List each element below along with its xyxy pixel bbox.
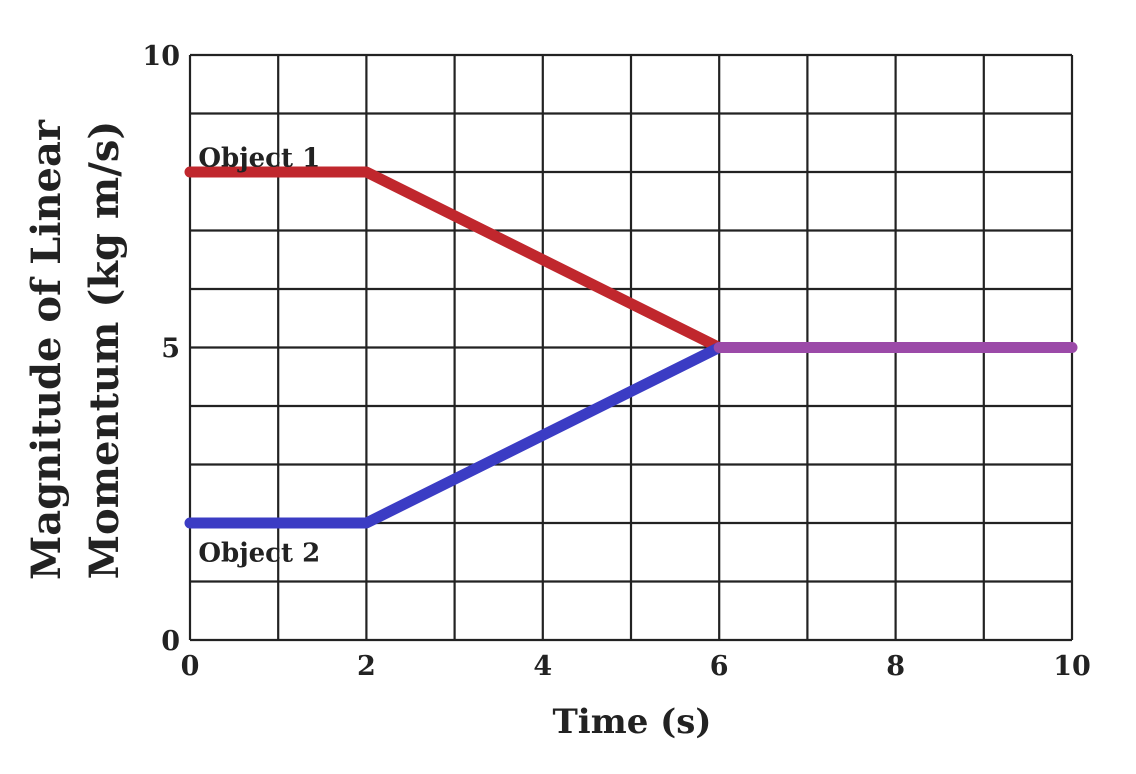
x-tick-label: 10 [1053, 651, 1091, 682]
series-annotation: Object 2 [198, 538, 320, 568]
x-axis-label: Time (s) [553, 702, 712, 742]
y-tick-label: 5 [161, 334, 180, 365]
x-tick-label: 4 [533, 651, 552, 682]
y-axis-label-line-1: Magnitude of Linear [23, 119, 70, 580]
series-annotation: Object 1 [198, 143, 320, 173]
annotations: Object 1 Object 2 [198, 143, 320, 568]
x-tick-label: 8 [886, 651, 905, 682]
y-tick-label: 0 [161, 626, 180, 657]
grid [188, 53, 1074, 642]
series-line-1 [184, 166, 725, 353]
x-tick-label: 2 [357, 651, 376, 682]
tick-labels: 0 2 4 6 8 10 0 5 10 [142, 41, 1090, 682]
y-axis-label-line-2: Momentum (kg m/s) [81, 121, 128, 580]
x-tick-label: 0 [181, 651, 200, 682]
series-line-2 [184, 342, 725, 529]
series-lines [184, 166, 1078, 529]
y-tick-label: 10 [142, 41, 180, 72]
x-tick-label: 6 [710, 651, 729, 682]
